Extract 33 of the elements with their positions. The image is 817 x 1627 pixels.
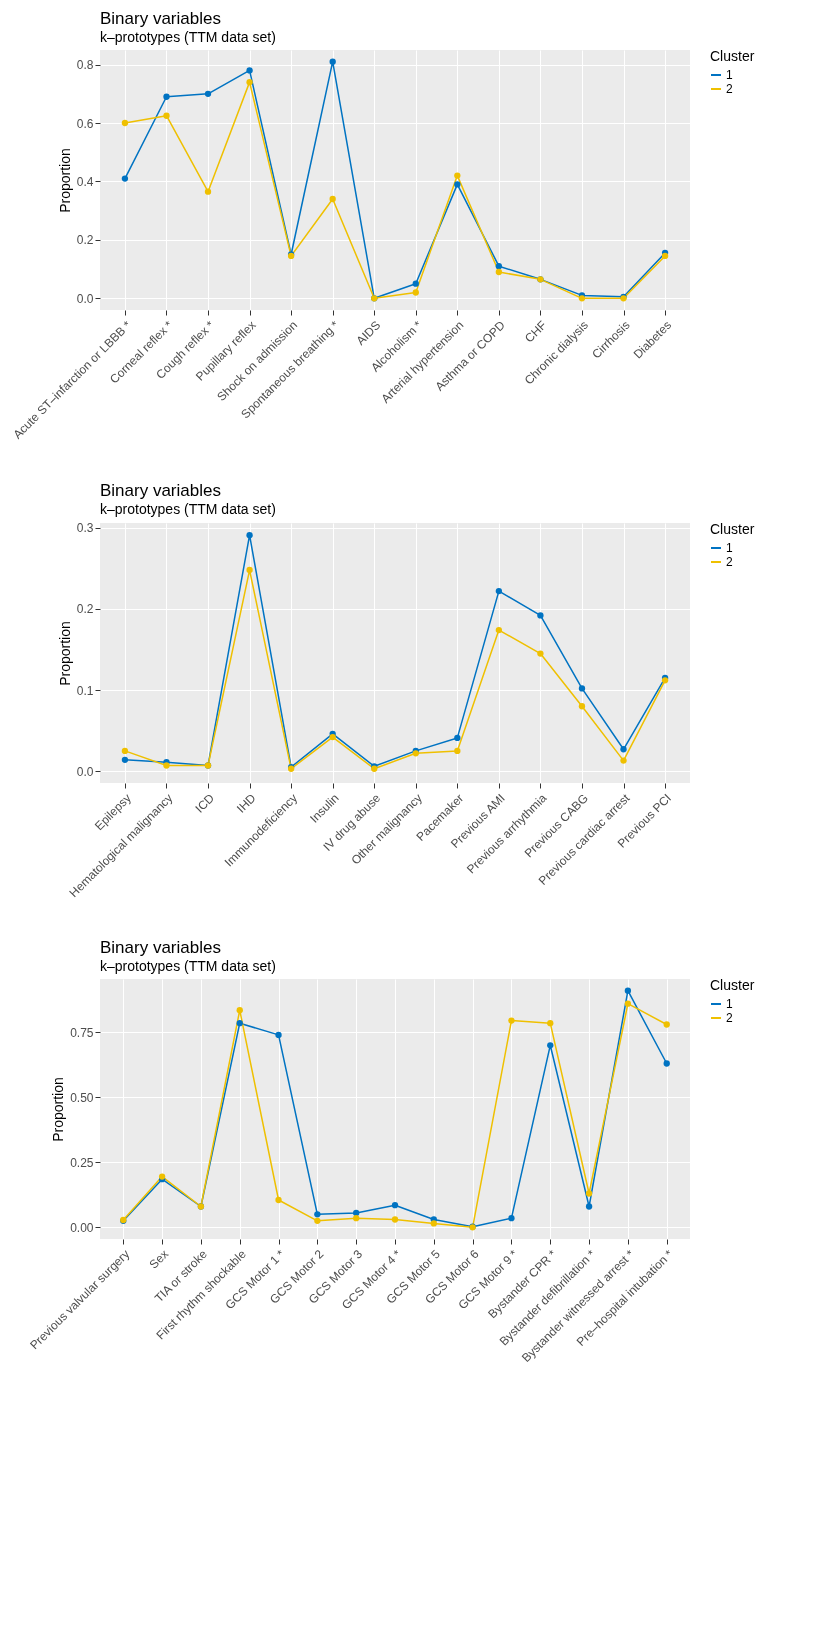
y-tick-label: 0.3 [76, 521, 94, 536]
chart-title: Binary variables [100, 938, 221, 957]
legend-label: 1 [726, 68, 733, 82]
y-tick-label: 0.1 [76, 683, 94, 698]
y-tick-label: 0.8 [76, 58, 94, 73]
y-tick-label: 0.0 [76, 291, 94, 306]
y-tick-label: 0.0 [76, 764, 94, 779]
legend-label: 1 [726, 541, 733, 555]
y-tick-label: 0.00 [70, 1220, 94, 1235]
legend-title: Cluster [710, 977, 755, 993]
chart-subtitle: k–prototypes (TTM data set) [100, 500, 276, 517]
y-axis-title: Proportion [56, 148, 73, 213]
y-tick-label: 0.4 [76, 174, 94, 189]
legend-title: Cluster [710, 48, 755, 64]
legend-title: Cluster [710, 521, 755, 537]
x-tick-label: Sex [146, 1247, 172, 1272]
x-tick-label: ICD [192, 790, 218, 816]
legend-label: 1 [726, 997, 733, 1011]
legend-label: 2 [726, 1011, 733, 1025]
y-tick-label: 0.25 [70, 1155, 94, 1170]
y-tick-label: 0.50 [70, 1090, 94, 1105]
y-tick-label: 0.75 [70, 1025, 94, 1040]
legend-label: 2 [726, 82, 733, 96]
chart-subtitle: k–prototypes (TTM data set) [100, 958, 276, 974]
y-axis-title: Proportion [50, 1077, 67, 1142]
legend-label: 2 [726, 555, 733, 569]
chart-title: Binary variables [100, 480, 221, 500]
chart-title: Binary variables [100, 9, 221, 28]
y-tick-label: 0.6 [76, 116, 94, 131]
y-axis-title: Proportion [56, 621, 73, 686]
y-tick-label: 0.2 [76, 233, 94, 248]
y-tick-label: 0.2 [76, 602, 94, 617]
chart-subtitle: k–prototypes (TTM data set) [100, 29, 276, 45]
